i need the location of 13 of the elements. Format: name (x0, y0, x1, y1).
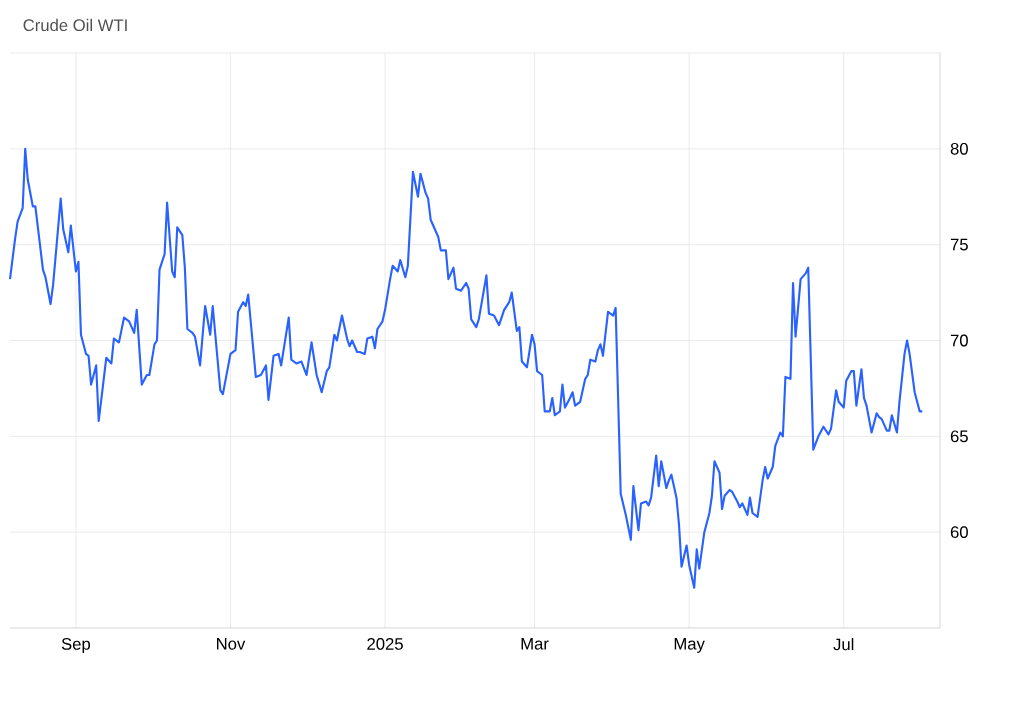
x-tick-label: 2025 (367, 638, 403, 650)
y-tick-label: 60 (950, 526, 968, 539)
y-tick-label: 80 (950, 142, 968, 155)
y-tick-label: 70 (950, 334, 968, 347)
line-series (8, 147, 924, 589)
x-tick-label: Jul (833, 638, 854, 651)
chart-title: Crude Oil WTI (23, 18, 127, 32)
x-tick-label: Sep (61, 638, 91, 654)
y-tick-label: 75 (950, 238, 968, 251)
x-tick-label: May (674, 638, 705, 653)
x-tick-label: Mar (521, 638, 549, 650)
x-tick-label: Nov (217, 638, 246, 650)
y-tick-label: 65 (950, 430, 968, 443)
